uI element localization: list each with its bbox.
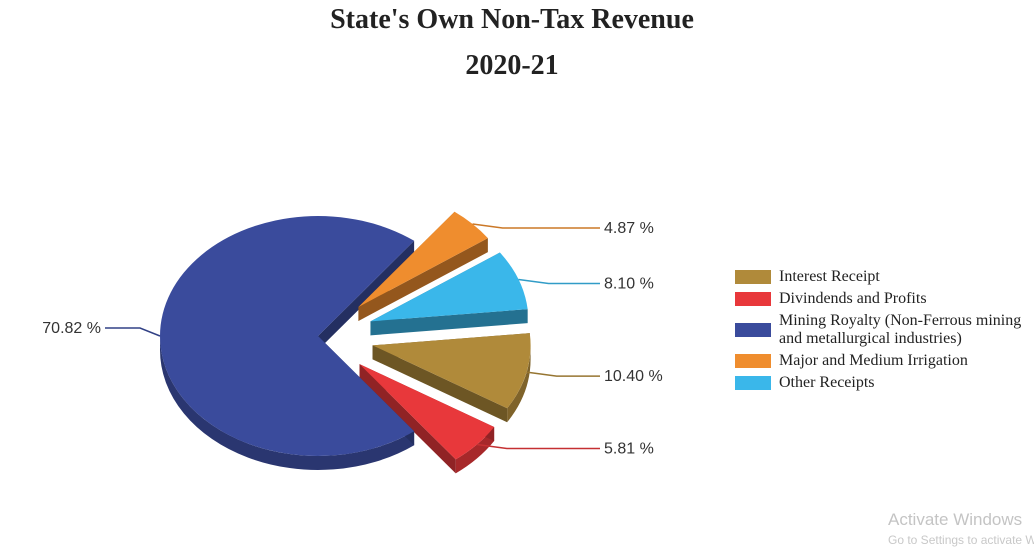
leader-line <box>526 371 600 377</box>
legend-label: Other Receipts <box>779 374 875 391</box>
activate-windows-watermark: Activate Windows <box>888 510 1023 529</box>
leader-line <box>105 327 161 337</box>
chart-legend: Interest Receipt Divindends and Profits Mi… <box>735 268 1025 396</box>
legend-item[interactable]: Divindends and Profits <box>735 290 1025 308</box>
legend-label: Mining Royalty (Non-Ferrous mining and m… <box>779 312 1022 347</box>
pie-slice-wall <box>359 364 456 474</box>
legend-item[interactable]: Other Receipts <box>735 374 1025 392</box>
pie-slice-side <box>455 427 495 474</box>
data-label: 5.81 % <box>604 441 654 458</box>
legend-swatch <box>735 323 771 337</box>
pie-top-layer <box>160 211 531 460</box>
chart-subtitle: 2020-21 <box>465 50 559 81</box>
data-label: 8.10 % <box>604 275 654 292</box>
legend-swatch <box>735 270 771 284</box>
legend-label: Divindends and Profits <box>779 290 927 307</box>
pie-slice <box>358 211 488 307</box>
pie-slice <box>372 333 531 409</box>
legend-label: Major and Medium Irrigation <box>779 352 968 369</box>
legend-swatch <box>735 376 771 390</box>
legend-item[interactable]: Interest Receipt <box>735 268 1025 286</box>
pie-slice-wall <box>372 345 508 423</box>
pie-slice-wall <box>370 309 528 336</box>
legend-item[interactable]: Mining Royalty (Non-Ferrous mining and m… <box>735 312 1025 348</box>
data-label: 10.40 % <box>604 368 663 385</box>
leader-line <box>518 278 600 285</box>
data-label: 70.82 % <box>42 320 101 337</box>
activate-windows-subtext: Go to Settings to activate Windows. <box>888 533 1034 547</box>
pie-slice <box>160 216 415 457</box>
legend-swatch <box>735 292 771 306</box>
data-label: 4.87 % <box>604 220 654 237</box>
pie-slice-wall <box>318 240 415 350</box>
pie-slice <box>359 364 495 460</box>
pie-slice-wall <box>358 238 488 321</box>
leader-lines <box>105 223 600 450</box>
chart-title: State's Own Non-Tax Revenue <box>330 4 694 35</box>
legend-label: Interest Receipt <box>779 268 880 285</box>
pie-slice-side <box>160 336 415 471</box>
leader-line <box>472 223 600 229</box>
pie-slice <box>370 252 528 322</box>
legend-swatch <box>735 354 771 368</box>
data-labels: 10.40 % 5.81 % 70.82 % 4.87 % 8.10 % <box>42 220 662 458</box>
pie-slice-side <box>507 345 531 423</box>
leader-line <box>476 443 600 450</box>
legend-item[interactable]: Major and Medium Irrigation <box>735 352 1025 370</box>
